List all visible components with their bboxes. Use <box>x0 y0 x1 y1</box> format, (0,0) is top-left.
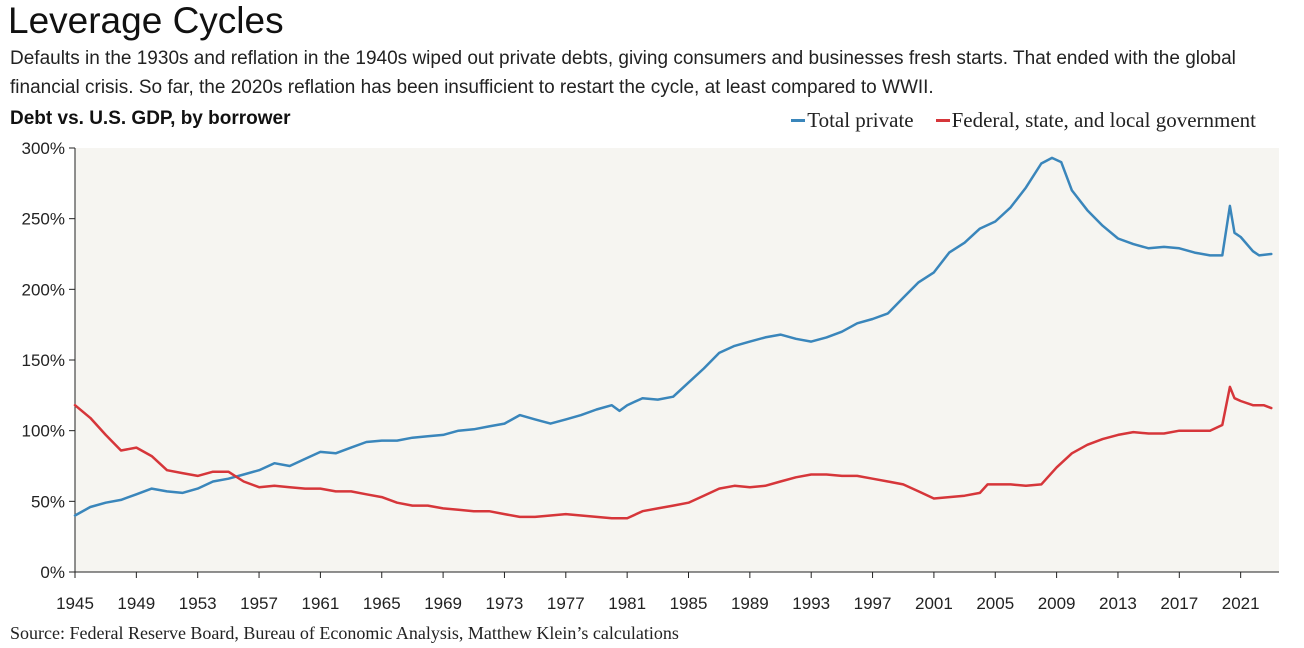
page-title: Leverage Cycles <box>8 0 284 41</box>
plot-area <box>75 148 1279 572</box>
x-tick-label: 1993 <box>792 594 830 613</box>
chart-title: Debt vs. U.S. GDP, by borrower <box>10 108 291 129</box>
x-tick-label: 1981 <box>608 594 646 613</box>
x-tick-label: 1973 <box>486 594 524 613</box>
x-tick-label: 1945 <box>56 594 94 613</box>
y-tick-label: 200% <box>22 280 65 299</box>
x-tick-label: 1997 <box>854 594 892 613</box>
x-tick-label: 2001 <box>915 594 953 613</box>
legend: Total private Federal, state, and local … <box>791 108 1256 133</box>
y-tick-label: 150% <box>22 351 65 370</box>
legend-swatch-total-private <box>791 119 806 122</box>
series-line-government <box>73 385 1273 520</box>
y-tick-label: 300% <box>22 139 65 158</box>
legend-swatch-government <box>935 119 950 122</box>
legend-label-total-private: Total private <box>807 108 914 132</box>
x-tick-label: 1985 <box>670 594 708 613</box>
x-tick-label: 1977 <box>547 594 585 613</box>
y-tick-label: 50% <box>31 492 65 511</box>
legend-item-total-private: Total private <box>791 108 914 133</box>
legend-label-government: Federal, state, and local government <box>951 108 1256 132</box>
y-tick-label: 250% <box>22 210 65 229</box>
x-tick-label: 1957 <box>240 594 278 613</box>
y-tick-label: 0% <box>40 563 65 582</box>
x-tick-label: 2013 <box>1099 594 1137 613</box>
x-tick-label: 1949 <box>117 594 155 613</box>
subtitle: Defaults in the 1930s and reflation in t… <box>10 48 1236 98</box>
x-tick-label: 1961 <box>301 594 339 613</box>
legend-item-government: Federal, state, and local government <box>935 108 1256 133</box>
x-tick-label: 1989 <box>731 594 769 613</box>
x-tick-label: 2017 <box>1160 594 1198 613</box>
source-note: Source: Federal Reserve Board, Bureau of… <box>10 623 679 643</box>
x-tick-label: 1953 <box>179 594 217 613</box>
x-tick-label: 2009 <box>1038 594 1076 613</box>
series-line-total-private <box>73 156 1273 517</box>
x-tick-label: 2021 <box>1222 594 1260 613</box>
y-tick-label: 100% <box>22 422 65 441</box>
x-tick-label: 2005 <box>976 594 1014 613</box>
x-tick-label: 1969 <box>424 594 462 613</box>
x-tick-label: 1965 <box>363 594 401 613</box>
